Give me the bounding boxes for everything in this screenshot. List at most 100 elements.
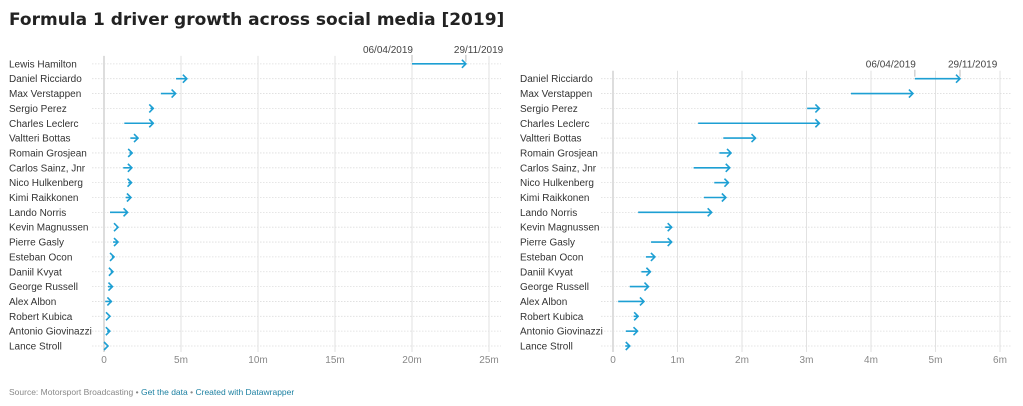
driver-label: Romain Grosjean <box>520 148 598 159</box>
growth-arrow <box>618 296 646 307</box>
growth-arrow <box>130 133 140 143</box>
get-data-link[interactable]: Get the data <box>141 387 188 397</box>
growth-arrow <box>127 148 134 158</box>
footer: Source: Motorsport Broadcasting • Get th… <box>9 387 294 397</box>
driver-label: Sergio Perez <box>9 104 67 115</box>
growth-arrow <box>645 252 657 262</box>
arrow-head <box>109 252 116 262</box>
growth-arrow <box>665 222 673 232</box>
driver-label: Robert Kubica <box>9 312 73 323</box>
arrow-head <box>650 252 657 262</box>
arrow-head <box>726 148 733 158</box>
growth-arrow <box>113 237 120 247</box>
arrow-head <box>639 296 646 307</box>
growth-arrow <box>723 133 757 143</box>
x-tick-label: 3m <box>800 355 814 366</box>
growth-arrow <box>625 341 631 351</box>
growth-arrow <box>851 88 915 99</box>
driver-label: Lando Norris <box>520 208 577 219</box>
arrow-head <box>105 311 112 321</box>
arrow-head <box>106 296 113 307</box>
arrow-head <box>171 88 177 99</box>
x-tick-label: 10m <box>248 355 267 366</box>
arrow-head <box>126 192 133 203</box>
growth-arrow <box>113 222 120 232</box>
growth-arrow <box>412 59 468 69</box>
arrow-head <box>725 163 731 173</box>
start-date-label: 06/04/2019 <box>866 60 916 71</box>
driver-label: Daniel Ricciardo <box>9 74 82 85</box>
driver-label: Kevin Magnussen <box>9 223 89 234</box>
arrow-head <box>148 118 155 128</box>
arrow-head <box>955 74 962 84</box>
x-tick-label: 6m <box>993 355 1007 366</box>
growth-arrow <box>103 341 110 351</box>
x-tick-label: 15m <box>325 355 344 366</box>
chart-panel-1: 0 5m 10m 15m 20m 25m Lewis Hamilton 06/04/2019 2… <box>9 45 504 366</box>
growth-arrow <box>625 326 639 336</box>
driver-label: Lando Norris <box>9 208 66 219</box>
arrow-head <box>122 207 129 217</box>
growth-arrow <box>651 237 673 247</box>
x-tick-label: 2m <box>735 355 749 366</box>
arrow-head <box>643 282 650 292</box>
growth-arrow <box>633 311 640 321</box>
chart-title: Formula 1 driver growth across social me… <box>9 10 504 30</box>
driver-label: Carlos Sainz, Jnr <box>9 163 86 174</box>
arrow-head <box>105 326 111 336</box>
growth-arrow <box>108 267 115 277</box>
driver-label: Sergio Perez <box>520 104 578 115</box>
x-tick-label: 1m <box>671 355 685 366</box>
arrow-head <box>750 133 757 143</box>
start-date-label: 06/04/2019 <box>363 45 413 56</box>
arrow-head <box>113 237 120 247</box>
growth-arrow <box>629 282 650 292</box>
arrow-head <box>814 118 821 128</box>
driver-label: Lewis Hamilton <box>9 59 77 70</box>
x-tick-label: 0 <box>610 355 616 366</box>
driver-label: Daniil Kvyat <box>9 267 62 278</box>
growth-arrow <box>176 74 188 84</box>
arrow-head <box>723 178 730 188</box>
growth-arrow <box>127 178 133 188</box>
growth-arrow <box>125 192 133 203</box>
arrow-head <box>133 133 140 143</box>
driver-label: Esteban Ocon <box>520 252 583 263</box>
arrow-head <box>182 74 188 84</box>
driver-label: Max Verstappen <box>9 89 81 100</box>
growth-arrow <box>124 118 155 128</box>
arrow-head <box>633 311 640 321</box>
arrow-head <box>108 267 115 277</box>
driver-label: Pierre Gasly <box>9 238 64 249</box>
driver-label: Esteban Ocon <box>9 252 72 263</box>
driver-label: Romain Grosjean <box>9 148 87 159</box>
arrow-head <box>908 88 915 99</box>
x-tick-label: 20m <box>402 355 421 366</box>
growth-arrow <box>109 252 116 262</box>
growth-arrow <box>105 311 112 321</box>
growth-arrow <box>914 74 962 84</box>
driver-label: George Russell <box>9 282 78 293</box>
driver-label: Valtteri Bottas <box>9 134 71 145</box>
footer-sep: • <box>188 387 196 397</box>
chart-panel-2: 0 1m 2m 3m 4m 5m 6m Daniel Ricciardo 06/04/2019 2… <box>520 60 1012 366</box>
growth-arrow <box>638 207 713 217</box>
growth-arrow <box>698 118 821 128</box>
arrow-head <box>127 178 133 188</box>
arrow-head <box>127 163 134 173</box>
driver-label: Antonio Giovinazzi <box>520 327 603 338</box>
driver-label: George Russell <box>520 282 589 293</box>
driver-label: Nico Hulkenberg <box>9 178 83 189</box>
growth-arrow <box>714 178 730 188</box>
driver-label: Alex Albon <box>520 297 567 308</box>
driver-label: Valtteri Bottas <box>520 134 582 145</box>
driver-label: Charles Leclerc <box>520 119 589 130</box>
growth-arrow <box>807 103 821 113</box>
datawrapper-link[interactable]: Created with Datawrapper <box>195 387 294 397</box>
growth-arrow <box>719 148 733 158</box>
driver-label: Kimi Raikkonen <box>9 193 78 204</box>
footer-sep: • <box>133 387 141 397</box>
driver-label: Nico Hulkenberg <box>520 178 594 189</box>
